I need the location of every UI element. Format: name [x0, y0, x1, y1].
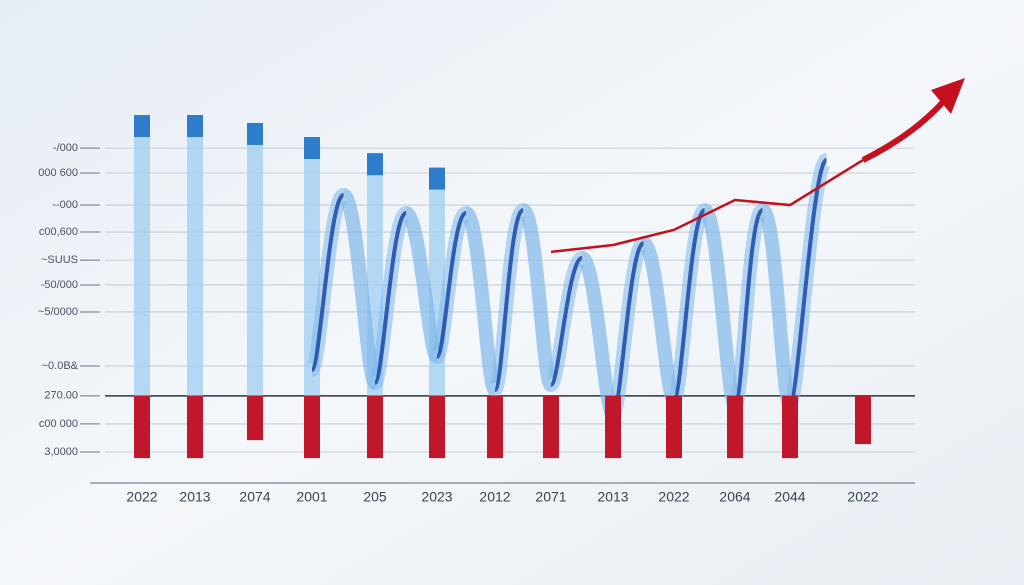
bar — [855, 395, 871, 445]
wave-rise-line — [435, 210, 468, 359]
x-tick-label: 2064 — [719, 489, 750, 505]
x-tick-label: 2022 — [847, 489, 878, 505]
wave-rise-line — [788, 158, 829, 408]
wave-rise-line — [373, 210, 408, 385]
bar — [605, 395, 621, 459]
bar — [543, 395, 559, 459]
trend-arrow — [861, 100, 946, 163]
x-tick-label: 2071 — [535, 489, 566, 505]
bar — [134, 395, 150, 459]
x-tick-label: 2044 — [774, 489, 805, 505]
bar — [727, 395, 743, 459]
bar — [666, 395, 682, 459]
x-tick-label: 205 — [363, 489, 387, 505]
y-tick-label: -50/000 — [41, 279, 78, 291]
x-tick-label: 2013 — [179, 489, 210, 505]
trend-arrowhead — [931, 78, 965, 115]
bar-cap — [429, 167, 445, 190]
wave-rise-line — [310, 192, 346, 372]
bar — [304, 395, 320, 459]
y-tick-label: 000 600 — [38, 167, 78, 179]
y-tick-label: c00 000 — [39, 418, 78, 430]
wave-rise-line — [549, 255, 584, 388]
trend-line — [550, 158, 864, 254]
wave-rise-line — [493, 208, 525, 393]
bar — [247, 122, 263, 396]
y-tick-label: c00,600 — [39, 226, 78, 238]
y-tick-label: 270.00 — [44, 390, 78, 402]
wave-fall — [399, 205, 444, 364]
bar — [187, 115, 203, 396]
bar — [429, 395, 445, 459]
x-tick-label: 2022 — [658, 489, 689, 505]
x-tick-label: 2022 — [126, 489, 157, 505]
bar-cap — [304, 137, 320, 159]
y-tick-label: --000 — [52, 199, 78, 211]
bar — [367, 395, 383, 459]
x-tick-label: 2074 — [239, 489, 270, 505]
y-tick-label: -/000 — [53, 142, 78, 154]
bar — [487, 395, 503, 459]
y-tick-label: ~0.0B& — [42, 360, 79, 372]
bar — [187, 395, 203, 459]
bar-cap — [367, 153, 383, 176]
bar — [782, 395, 798, 459]
bar-cap — [247, 122, 263, 145]
bar — [134, 115, 150, 396]
x-tick-label: 2012 — [479, 489, 510, 505]
x-tick-label: 2001 — [296, 489, 327, 505]
bar-cap — [187, 115, 203, 138]
x-tick-label: 2013 — [597, 489, 628, 505]
y-tick-label: ~5/0000 — [38, 306, 78, 318]
bar — [247, 395, 263, 441]
x-tick-label: 2023 — [421, 489, 452, 505]
y-tick-label: 3,0000 — [44, 446, 78, 458]
bar-cap — [134, 115, 150, 138]
y-tick-label: ~SUUS — [41, 254, 78, 266]
